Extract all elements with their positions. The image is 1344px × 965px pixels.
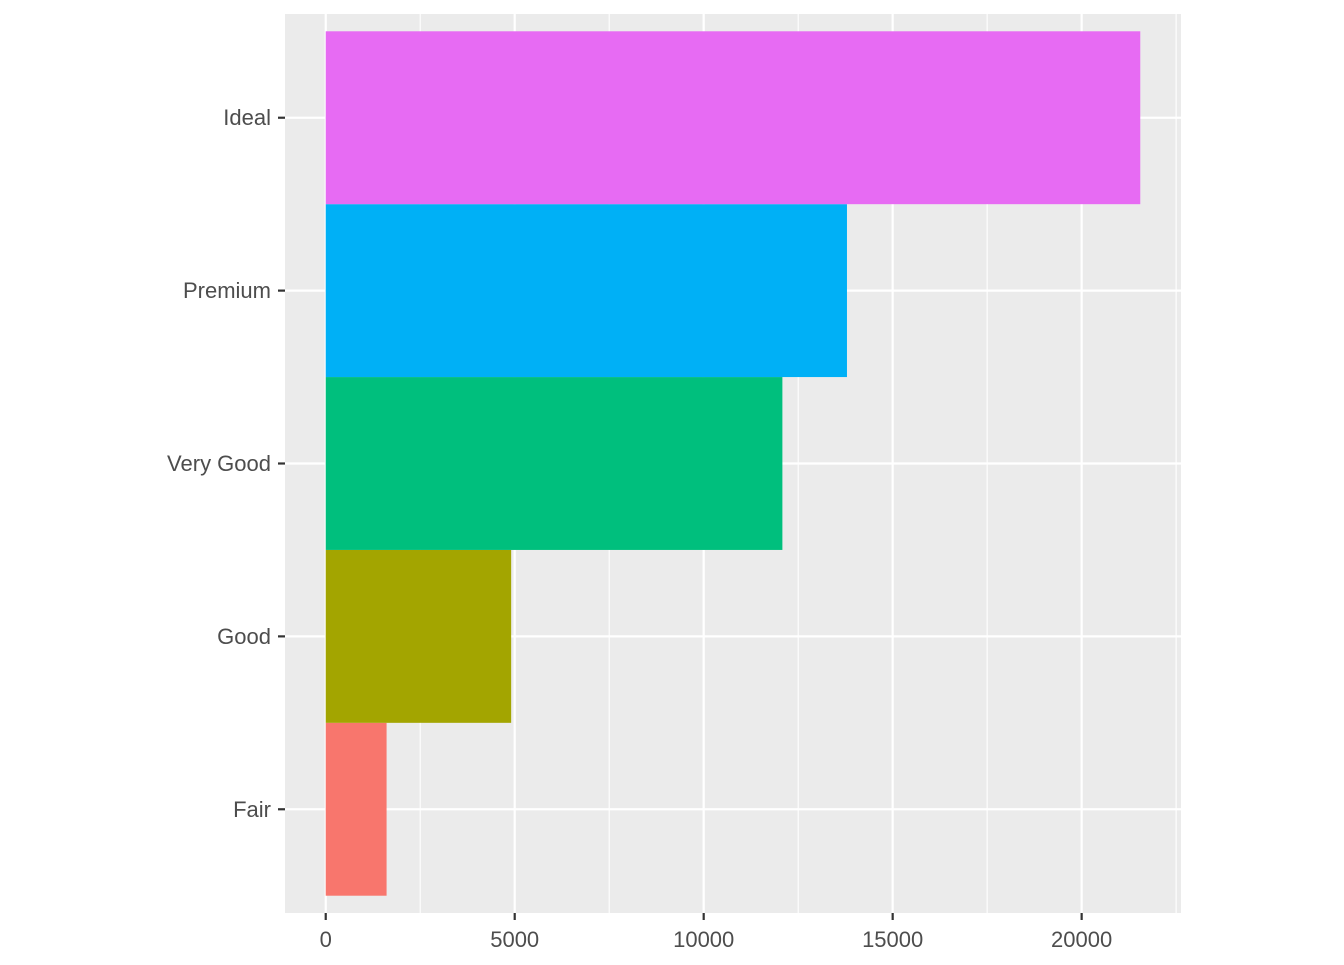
bar-ideal	[325, 31, 1141, 205]
x-tick-label: 15000	[862, 927, 923, 952]
bar-good	[325, 549, 512, 723]
y-tick-label: Ideal	[223, 105, 271, 130]
bar-premium	[325, 204, 847, 378]
bar-fair	[325, 722, 387, 896]
y-tick-label: Fair	[233, 797, 271, 822]
x-tick-label: 20000	[1051, 927, 1112, 952]
y-tick-label: Premium	[183, 278, 271, 303]
x-tick-label: 0	[320, 927, 332, 952]
x-tick-label: 10000	[673, 927, 734, 952]
y-axis: Fair Good Very Good Premium Ideal	[167, 105, 285, 822]
x-axis: 0 5000 10000 15000 20000	[320, 913, 1112, 952]
y-tick-label: Very Good	[167, 451, 271, 476]
y-tick-label: Good	[217, 624, 271, 649]
bar-very-good	[325, 377, 783, 550]
x-tick-label: 5000	[490, 927, 539, 952]
bars-group	[325, 31, 1141, 896]
